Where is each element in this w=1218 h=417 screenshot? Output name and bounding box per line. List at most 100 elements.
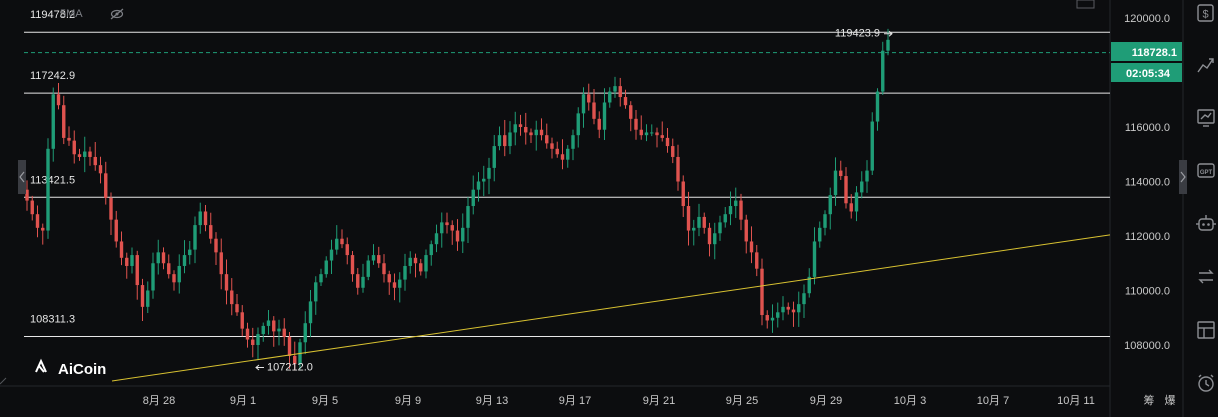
candle-body[interactable] <box>597 118 601 130</box>
candle-body[interactable] <box>277 328 281 332</box>
candle-body[interactable] <box>109 197 113 220</box>
time-axis-tool-button[interactable]: 爆 <box>1165 393 1176 407</box>
candle-body[interactable] <box>245 328 250 340</box>
candle-body[interactable] <box>88 151 92 157</box>
candle-body[interactable] <box>823 214 827 228</box>
candle-body[interactable] <box>581 94 586 114</box>
candle-body[interactable] <box>828 195 832 215</box>
candle-body[interactable] <box>770 317 775 321</box>
candle-body[interactable] <box>182 255 187 266</box>
eye-off-icon[interactable] <box>110 8 124 20</box>
candle-body[interactable] <box>188 249 192 256</box>
candle-body[interactable] <box>723 214 727 223</box>
time-axis-tool-button[interactable]: 筹 <box>1144 393 1155 407</box>
candle-body[interactable] <box>62 105 66 138</box>
candle-body[interactable] <box>335 238 339 250</box>
candle-body[interactable] <box>634 118 638 130</box>
candle-body[interactable] <box>424 255 428 272</box>
candle-body[interactable] <box>702 216 706 228</box>
candle-body[interactable] <box>214 238 218 253</box>
candle-body[interactable] <box>639 129 643 136</box>
candle-body[interactable] <box>455 230 460 242</box>
candle-body[interactable] <box>749 241 754 253</box>
candle-body[interactable] <box>518 124 523 127</box>
candle-body[interactable] <box>623 97 628 106</box>
candle-body[interactable] <box>319 274 323 283</box>
candle-body[interactable] <box>366 260 370 277</box>
candle-body[interactable] <box>46 148 50 231</box>
candle-body[interactable] <box>272 320 276 332</box>
candle-body[interactable] <box>854 192 859 212</box>
candle-body[interactable] <box>251 339 255 345</box>
candle-body[interactable] <box>576 113 580 136</box>
candle-body[interactable] <box>671 146 675 157</box>
candle-body[interactable] <box>219 252 223 275</box>
candle-body[interactable] <box>51 94 55 149</box>
candle-body[interactable] <box>650 132 654 134</box>
candle-body[interactable] <box>739 200 743 220</box>
alarm-clock-icon[interactable] <box>1198 374 1214 392</box>
right-collapse-handle[interactable] <box>1179 160 1187 194</box>
candle-body[interactable] <box>697 216 701 228</box>
candle-body[interactable] <box>392 282 397 288</box>
candle-body[interactable] <box>235 304 239 313</box>
candle-body[interactable] <box>314 282 318 302</box>
candle-body[interactable] <box>203 211 208 226</box>
candle-body[interactable] <box>818 227 822 242</box>
candle-body[interactable] <box>93 156 97 166</box>
candle-body[interactable] <box>865 170 869 182</box>
candle-body[interactable] <box>655 132 659 136</box>
candle-body[interactable] <box>844 176 848 204</box>
candle-body[interactable] <box>209 225 213 239</box>
candle-body[interactable] <box>728 206 733 215</box>
candle-body[interactable] <box>503 135 507 147</box>
candle-body[interactable] <box>833 170 838 196</box>
candle-body[interactable] <box>644 132 649 136</box>
candle-body[interactable] <box>786 306 790 310</box>
candle-body[interactable] <box>387 274 391 283</box>
candle-body[interactable] <box>534 129 538 136</box>
candle-body[interactable] <box>256 334 260 345</box>
candle-body[interactable] <box>660 135 664 138</box>
candle-body[interactable] <box>119 241 124 258</box>
candle-body[interactable] <box>707 227 712 245</box>
candle-body[interactable] <box>282 328 286 337</box>
candle-body[interactable] <box>398 279 402 288</box>
candle-body[interactable] <box>718 222 722 234</box>
candle-body[interactable] <box>356 274 360 288</box>
candle-body[interactable] <box>487 167 491 179</box>
candle-body[interactable] <box>529 132 533 136</box>
candle-body[interactable] <box>151 263 155 291</box>
candle-body[interactable] <box>41 227 45 231</box>
candle-body[interactable] <box>566 148 570 160</box>
candle-body[interactable] <box>881 50 885 92</box>
candle-body[interactable] <box>886 39 890 51</box>
candle-body[interactable] <box>77 154 82 157</box>
trendline[interactable] <box>111 234 1111 382</box>
candle-body[interactable] <box>440 222 444 234</box>
candle-body[interactable] <box>681 181 685 207</box>
candle-body[interactable] <box>419 263 423 272</box>
candle-body[interactable] <box>130 255 134 266</box>
candle-body[interactable] <box>492 146 496 168</box>
candle-body[interactable] <box>230 290 234 305</box>
candle-body[interactable] <box>146 290 150 307</box>
candle-body[interactable] <box>72 140 76 155</box>
candle-body[interactable] <box>408 257 412 266</box>
candle-body[interactable] <box>587 94 591 103</box>
candle-body[interactable] <box>104 173 108 198</box>
candle-body[interactable] <box>776 312 780 318</box>
candle-body[interactable] <box>382 263 386 275</box>
candle-body[interactable] <box>140 285 145 307</box>
candle-body[interactable] <box>555 148 559 155</box>
candle-body[interactable] <box>371 255 376 261</box>
candle-body[interactable] <box>802 293 806 305</box>
candle-body[interactable] <box>450 225 454 231</box>
candle-body[interactable] <box>482 178 486 182</box>
candle-body[interactable] <box>613 86 617 92</box>
candle-body[interactable] <box>445 222 449 226</box>
candle-body[interactable] <box>592 102 596 119</box>
candle-body[interactable] <box>524 127 528 133</box>
candle-body[interactable] <box>755 252 759 269</box>
